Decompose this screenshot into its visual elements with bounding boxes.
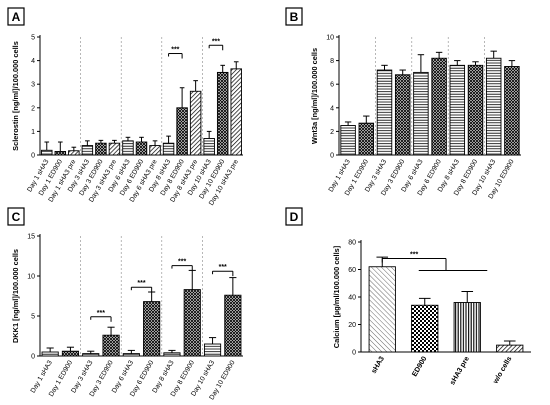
significance-label: *** bbox=[410, 252, 418, 259]
bar bbox=[68, 150, 80, 156]
y-tick-label: 2 bbox=[330, 129, 334, 136]
panel-d-calcium: D 0 20 40 60 80 Calcium [µg/ml/100.000 cells] s… bbox=[285, 207, 531, 387]
y-tick-label: 20 bbox=[348, 322, 356, 329]
bar bbox=[61, 350, 80, 357]
panel-label: C bbox=[7, 207, 25, 226]
y-tick-label: 0 bbox=[31, 354, 35, 361]
panel-label: D bbox=[285, 207, 303, 226]
bar bbox=[203, 343, 222, 357]
y-tick-label: 80 bbox=[348, 240, 356, 247]
panel-label: B bbox=[285, 7, 303, 26]
significance-label: *** bbox=[178, 259, 186, 266]
bar bbox=[122, 140, 134, 156]
y-tick-label: 10 bbox=[326, 35, 334, 42]
panel-letter: A bbox=[12, 10, 21, 24]
x-tick-label: ED900 bbox=[410, 355, 429, 379]
significance-marker: *** bbox=[90, 310, 112, 322]
bar bbox=[189, 90, 202, 156]
x-tick-label: sHA3 bbox=[369, 355, 386, 375]
bar bbox=[149, 145, 161, 156]
significance-marker: *** bbox=[212, 264, 234, 277]
bar bbox=[230, 68, 242, 156]
panel-letter: B bbox=[290, 10, 299, 24]
bar bbox=[41, 149, 53, 156]
bar bbox=[135, 141, 148, 156]
y-tick-label: 1 bbox=[31, 129, 35, 136]
y-axis-title: Wnt3a [ng/ml]/100.000 cells bbox=[310, 48, 319, 144]
bar bbox=[203, 138, 215, 156]
bar bbox=[485, 57, 502, 156]
y-tick-label: 60 bbox=[348, 267, 356, 274]
y-tick-label: 6 bbox=[330, 82, 334, 89]
bar bbox=[496, 344, 524, 353]
y-tick-label: 5 bbox=[31, 314, 35, 321]
bar bbox=[504, 66, 520, 156]
panel-label: A bbox=[7, 7, 25, 26]
y-tick-label: 4 bbox=[330, 105, 334, 112]
bar bbox=[467, 64, 484, 156]
y-tick-label: 10 bbox=[27, 274, 35, 281]
y-tick-label: 2 bbox=[31, 105, 35, 112]
significance-marker: *** bbox=[130, 280, 153, 293]
y-tick-label: 0 bbox=[352, 350, 356, 357]
bar bbox=[41, 351, 59, 357]
y-tick-label: 40 bbox=[348, 295, 356, 302]
y-tick-label: 5 bbox=[31, 35, 35, 42]
bar bbox=[102, 334, 120, 357]
bar bbox=[411, 304, 439, 353]
bar bbox=[431, 57, 447, 156]
y-tick-label: 0 bbox=[330, 153, 334, 160]
bar bbox=[82, 353, 100, 357]
significance-marker: *** bbox=[381, 252, 488, 271]
significance-label: *** bbox=[219, 264, 227, 271]
significance-marker: *** bbox=[168, 47, 183, 59]
panel-letter: D bbox=[290, 210, 299, 224]
bar bbox=[163, 352, 181, 357]
y-axis-title: Sclerostin [ng/ml]/100.000 cells bbox=[11, 41, 20, 151]
bar bbox=[143, 301, 161, 357]
bar bbox=[376, 69, 393, 156]
bar bbox=[216, 71, 229, 156]
bar bbox=[453, 302, 481, 353]
significance-label: *** bbox=[137, 280, 145, 287]
panel-letter: C bbox=[12, 210, 21, 224]
bar bbox=[340, 125, 356, 156]
y-tick-label: 8 bbox=[330, 58, 334, 65]
bar bbox=[122, 353, 140, 357]
y-axis-title: DKK1 [ng/ml]/100.000 cells bbox=[11, 249, 20, 343]
significance-marker: *** bbox=[171, 259, 193, 271]
significance-label: *** bbox=[171, 47, 179, 54]
bar bbox=[358, 122, 375, 156]
y-tick-label: 0 bbox=[31, 153, 35, 160]
bar bbox=[224, 294, 242, 357]
y-tick-label: 15 bbox=[27, 234, 35, 241]
bar bbox=[95, 142, 107, 156]
bar bbox=[108, 142, 121, 156]
bar bbox=[81, 145, 94, 156]
x-tick-label: w/o cells bbox=[490, 355, 513, 386]
significance-label: *** bbox=[97, 310, 105, 317]
significance-marker: *** bbox=[208, 38, 224, 51]
x-tick-label: sHA3 pre bbox=[447, 355, 471, 387]
bar bbox=[368, 266, 396, 353]
bar bbox=[413, 71, 429, 156]
bar bbox=[183, 289, 201, 357]
bar bbox=[394, 74, 411, 156]
y-tick-label: 4 bbox=[31, 58, 35, 65]
y-tick-label: 3 bbox=[31, 82, 35, 89]
bar bbox=[54, 151, 67, 156]
bar bbox=[162, 142, 175, 156]
significance-label: *** bbox=[212, 38, 220, 45]
bar bbox=[176, 107, 188, 156]
bar bbox=[449, 64, 466, 156]
y-axis-title: Calcium [µg/ml/100.000 cells] bbox=[332, 245, 341, 348]
